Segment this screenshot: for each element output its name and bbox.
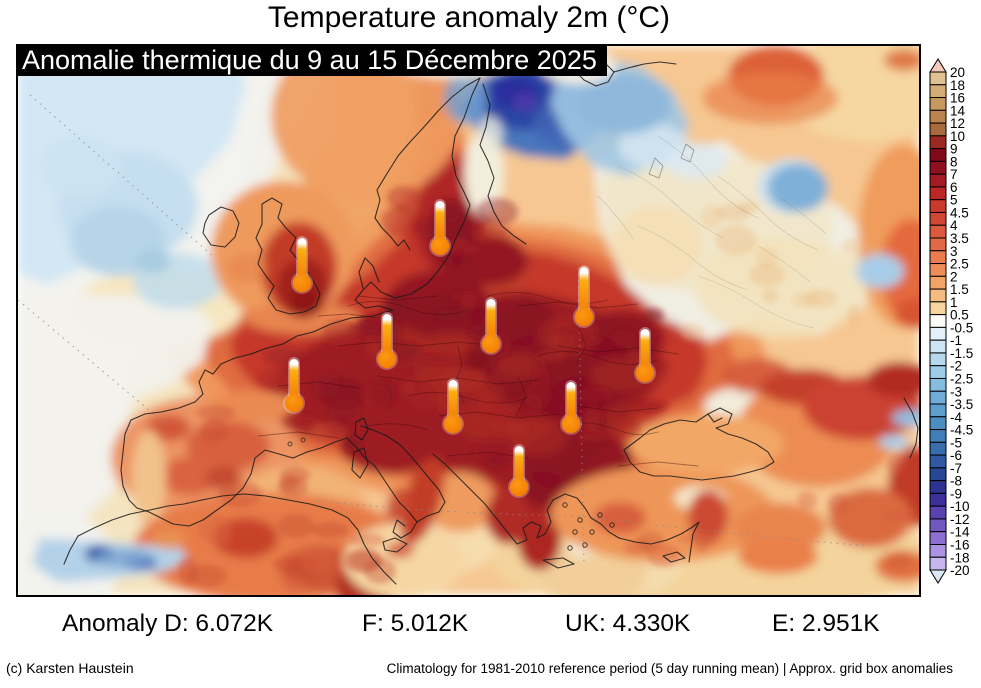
svg-text:0.5: 0.5 — [950, 308, 969, 323]
svg-text:-12: -12 — [950, 512, 970, 527]
svg-text:5: 5 — [950, 193, 958, 208]
svg-text:-5: -5 — [950, 435, 962, 450]
svg-text:-0.5: -0.5 — [950, 320, 973, 335]
svg-text:-2: -2 — [950, 359, 962, 374]
svg-text:-20: -20 — [950, 563, 970, 578]
svg-text:8: 8 — [950, 154, 958, 169]
svg-text:-3.5: -3.5 — [950, 397, 973, 412]
svg-text:9: 9 — [950, 142, 958, 157]
svg-text:-14: -14 — [950, 525, 970, 540]
svg-text:-1.5: -1.5 — [950, 346, 973, 361]
svg-text:-10: -10 — [950, 499, 970, 514]
svg-text:-7: -7 — [950, 461, 962, 476]
svg-text:3: 3 — [950, 244, 958, 259]
svg-text:-8: -8 — [950, 474, 962, 489]
svg-text:-4.5: -4.5 — [950, 423, 973, 438]
svg-text:-16: -16 — [950, 537, 970, 552]
svg-text:-1: -1 — [950, 333, 962, 348]
svg-text:20: 20 — [950, 65, 965, 80]
svg-text:16: 16 — [950, 91, 965, 106]
svg-text:14: 14 — [950, 103, 966, 118]
svg-text:1: 1 — [950, 295, 958, 310]
svg-text:1.5: 1.5 — [950, 282, 969, 297]
svg-text:4: 4 — [950, 218, 958, 233]
svg-text:7: 7 — [950, 167, 958, 182]
svg-text:-6: -6 — [950, 448, 962, 463]
svg-text:2.5: 2.5 — [950, 257, 969, 272]
svg-text:3.5: 3.5 — [950, 231, 969, 246]
svg-text:2: 2 — [950, 269, 958, 284]
svg-text:-18: -18 — [950, 550, 970, 565]
svg-text:-2.5: -2.5 — [950, 371, 973, 386]
svg-text:6: 6 — [950, 180, 958, 195]
svg-text:18: 18 — [950, 78, 965, 93]
svg-text:4.5: 4.5 — [950, 205, 969, 220]
svg-text:-9: -9 — [950, 486, 962, 501]
svg-text:10: 10 — [950, 129, 965, 144]
svg-text:-3: -3 — [950, 384, 962, 399]
svg-text:12: 12 — [950, 116, 965, 131]
svg-text:-4: -4 — [950, 410, 962, 425]
